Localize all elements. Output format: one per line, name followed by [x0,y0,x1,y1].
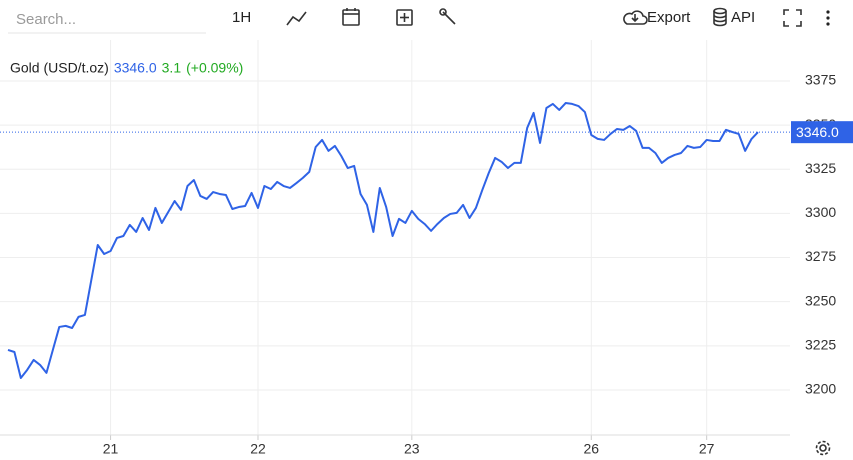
y-tick-label: 3275 [805,248,836,264]
line-chart-icon[interactable] [286,11,307,26]
search-placeholder[interactable]: Search... [16,11,76,28]
search-box[interactable] [8,5,206,33]
y-tick-label: 3200 [805,381,836,397]
chart-settings-icon[interactable] [815,440,831,456]
add-indicator-icon[interactable] [396,9,413,26]
legend-last: 3346.0 [114,60,157,76]
y-tick-label: 3375 [805,72,836,88]
calendar-icon[interactable] [342,8,360,26]
y-tick-label: 3225 [805,337,836,353]
more-menu-icon[interactable] [826,10,830,26]
current-price-label: 3346.0 [796,124,839,140]
legend-change: 3.1 [162,60,182,76]
export-icon[interactable] [623,10,648,25]
settings-tool-icon[interactable] [439,8,456,25]
y-tick-label: 3300 [805,204,836,220]
x-tick-label: 26 [584,441,600,457]
export-button[interactable]: Export [647,9,691,26]
x-tick-label: 22 [250,441,266,457]
y-tick-label: 3325 [805,160,836,176]
price-line [7,102,759,379]
api-button[interactable]: API [731,9,755,26]
api-icon[interactable] [713,7,727,27]
legend-change-pct: (+0.09%) [186,60,243,76]
x-tick-label: 21 [103,441,119,457]
y-tick-label: 3250 [805,292,836,308]
interval-button[interactable]: 1H [232,9,251,26]
legend-name: Gold (USD/t.oz) [10,60,109,76]
fullscreen-icon[interactable] [783,9,802,27]
current-price-badge [791,121,853,144]
x-tick-label: 23 [404,441,420,457]
x-tick-label: 27 [699,441,715,457]
